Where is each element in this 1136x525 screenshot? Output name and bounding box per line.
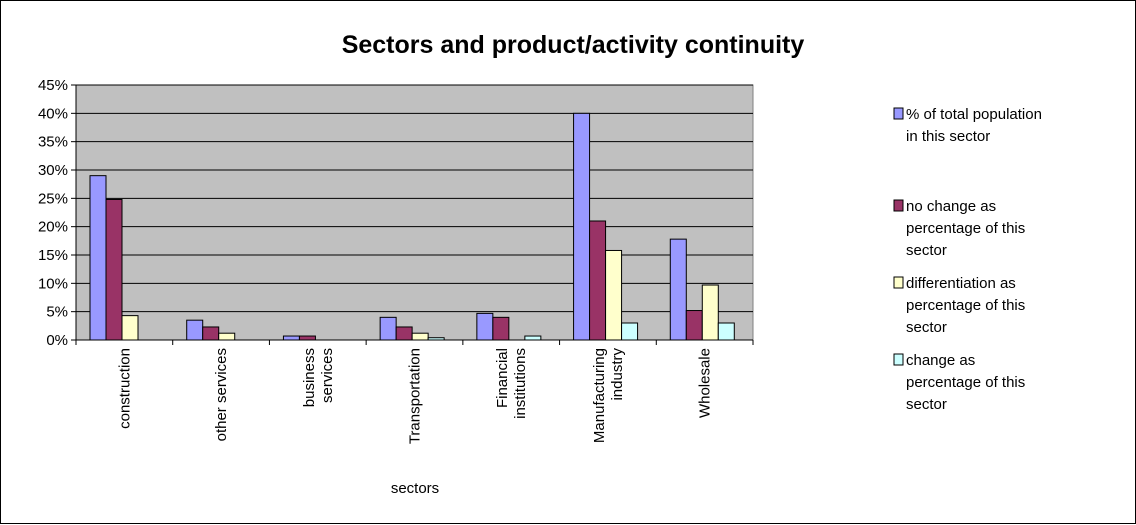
y-tick-label: 30%: [38, 162, 68, 179]
x-tick-label: Transportation: [407, 348, 424, 444]
y-tick-label: 40%: [38, 105, 68, 122]
bar: [573, 112, 591, 341]
bar: [89, 175, 107, 341]
plot-area: [75, 84, 754, 341]
bar: [605, 249, 623, 341]
legend-label: percentage of this: [906, 297, 1025, 314]
x-tick-label: services: [319, 348, 336, 403]
x-tick-label: business: [301, 348, 318, 407]
bar: [589, 220, 607, 341]
bar: [717, 322, 735, 341]
legend-label: percentage of this: [906, 220, 1025, 237]
y-tick-label: 10%: [38, 275, 68, 292]
x-tick-label: construction: [116, 348, 133, 429]
y-tick-label: 5%: [46, 304, 68, 321]
legend-swatch: [893, 353, 904, 366]
y-tick-label: 15%: [38, 247, 68, 264]
y-tick-label: 20%: [38, 219, 68, 236]
bar: [669, 238, 687, 341]
legend-label: no change as: [906, 198, 996, 215]
bar: [685, 310, 703, 341]
legend-swatch: [893, 199, 904, 212]
x-tick-label: industry: [609, 348, 626, 401]
y-tick-label: 45%: [38, 77, 68, 94]
legend-label: % of total population: [906, 106, 1042, 123]
bar: [202, 326, 220, 341]
legend-label: change as: [906, 352, 975, 369]
bar: [427, 337, 445, 341]
legend-label: sector: [906, 396, 947, 413]
bar: [282, 335, 300, 341]
legend-swatch: [893, 276, 904, 289]
y-tick-label: 0%: [46, 332, 68, 349]
bar: [395, 326, 413, 341]
bar: [492, 316, 510, 341]
x-tick-label: Financial: [494, 348, 511, 408]
x-axis-label: sectors: [391, 480, 439, 497]
x-tick-label: other services: [213, 348, 230, 441]
bar: [218, 332, 236, 341]
legend-label: percentage of this: [906, 374, 1025, 391]
legend-label: sector: [906, 242, 947, 259]
y-tick-label: 35%: [38, 134, 68, 151]
legend-label: in this sector: [906, 128, 990, 145]
bar: [476, 312, 494, 341]
bar: [621, 322, 639, 341]
chart-title: Sectors and product/activity continuity: [342, 31, 805, 59]
x-tick-label: Wholesale: [697, 348, 714, 418]
bar: [524, 335, 542, 341]
y-tick-label: 25%: [38, 190, 68, 207]
bar: [411, 332, 429, 341]
x-tick-label: institutions: [512, 348, 529, 419]
bar: [379, 316, 397, 341]
bar: [298, 335, 316, 341]
legend-swatch: [893, 107, 904, 120]
bar: [186, 319, 204, 341]
x-tick-label: Manufacturing: [591, 348, 608, 443]
legend-label: sector: [906, 319, 947, 336]
bar: [121, 315, 139, 341]
bar: [701, 284, 719, 341]
bar: [105, 198, 123, 341]
legend-label: differentiation as: [906, 275, 1016, 292]
